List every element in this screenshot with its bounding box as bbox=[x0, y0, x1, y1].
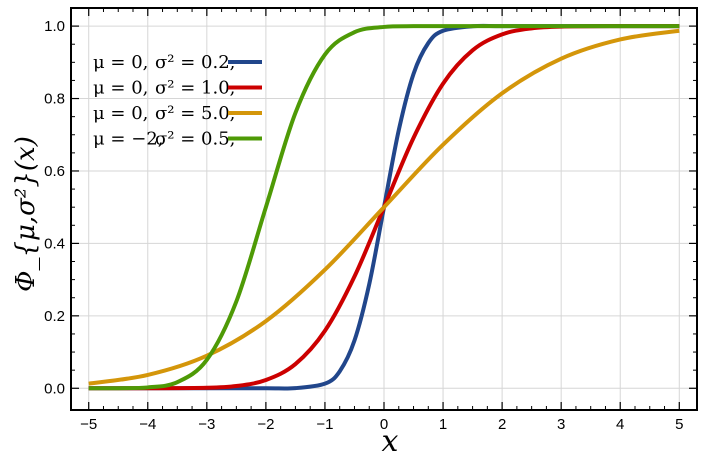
legend-entry-2: μ = 0, σ² = 1.0, bbox=[93, 78, 262, 99]
legend-entry-1: μ = 0, σ² = 0.2, bbox=[93, 52, 262, 73]
grid-lines bbox=[71, 8, 697, 410]
legend-mu-label: μ = −2, bbox=[93, 129, 163, 150]
x-tick-label: −5 bbox=[80, 416, 97, 433]
x-axis-label: x bbox=[382, 424, 399, 459]
series-curves bbox=[88, 23, 680, 391]
y-tick-label: 0.6 bbox=[44, 163, 65, 180]
x-tick-label: −3 bbox=[198, 416, 215, 433]
legend-entry-4: μ = −2,σ² = 0.5, bbox=[93, 129, 262, 150]
y-tick-label: 1.0 bbox=[44, 18, 65, 35]
legend-mu-label: μ = 0, bbox=[93, 52, 148, 73]
x-tick-label: 3 bbox=[557, 416, 565, 433]
legend-mu-label: μ = 0, bbox=[93, 103, 148, 124]
x-tick-label: 2 bbox=[498, 416, 506, 433]
y-tick-label: 0.2 bbox=[44, 308, 65, 325]
x-tick-label: −4 bbox=[139, 416, 156, 433]
series-line-3 bbox=[88, 28, 680, 386]
legend-sigma-label: σ² = 5.0, bbox=[155, 103, 235, 124]
x-tick-label: 4 bbox=[616, 416, 624, 433]
x-tick-label: −1 bbox=[316, 416, 333, 433]
tick-labels: −5 −4 −3 −2 −1 0 1 2 3 4 5 0.0 0.2 0.4 0.6 0.8 1.0 bbox=[44, 18, 683, 433]
legend-sigma-label: σ² = 0.2, bbox=[155, 52, 235, 73]
x-tick-label: 1 bbox=[439, 416, 447, 433]
x-tick-label: 0 bbox=[380, 416, 388, 433]
y-axis-label: Φ_{μ,σ²}(x) bbox=[11, 136, 41, 292]
y-tick-label: 0.8 bbox=[44, 91, 65, 108]
x-tick-label: 5 bbox=[675, 416, 683, 433]
legend-sigma-label: σ² = 1.0, bbox=[155, 78, 235, 99]
legend: μ = 0, σ² = 0.2, μ = 0, σ² = 1.0, μ = 0, σ² =… bbox=[93, 52, 262, 150]
y-tick-label: 0.0 bbox=[44, 380, 65, 397]
axis-ticks bbox=[71, 8, 697, 410]
y-tick-label: 0.4 bbox=[44, 235, 65, 252]
legend-sigma-label: σ² = 0.5, bbox=[155, 129, 235, 150]
x-tick-label: −2 bbox=[257, 416, 274, 433]
legend-entry-3: μ = 0, σ² = 5.0, bbox=[93, 103, 262, 124]
series-line-4 bbox=[88, 24, 680, 391]
legend-mu-label: μ = 0, bbox=[93, 78, 148, 99]
